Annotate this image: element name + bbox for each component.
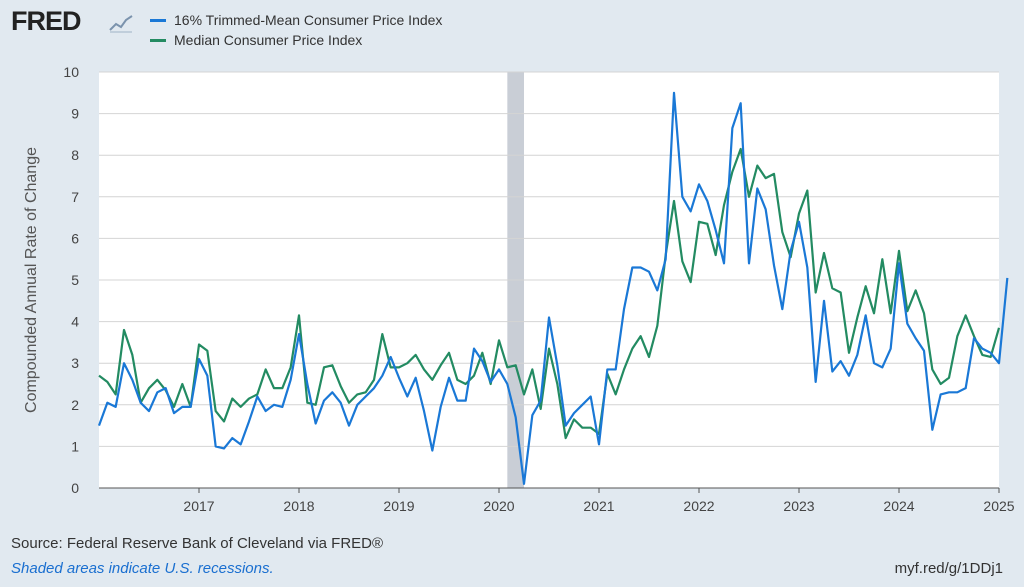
x-tick-label: 2025 [983,498,1014,514]
y-tick-label: 0 [71,480,79,496]
x-tick-label: 2021 [583,498,614,514]
y-axis-title: Compounded Annual Rate of Change [23,147,40,413]
cpi-line-chart: 0 1 2 3 4 5 6 7 8 9 10 2017 2018 2019 2020 2021 2022 2023… [23,64,1015,514]
chart-legend: 16% Trimmed-Mean Consumer Price Index Me… [150,10,442,50]
y-tick-label: 2 [71,397,79,413]
legend-swatch-trimmed-mean [150,18,166,22]
x-tick-label: 2017 [183,498,214,514]
y-tick-label: 5 [71,272,79,288]
legend-label-median: Median Consumer Price Index [174,32,363,48]
line-chart-icon [108,12,134,34]
fred-logo[interactable]: FRED [11,6,81,36]
x-tick-label: 2020 [483,498,514,514]
legend-swatch-median [150,38,166,42]
source-note: Source: Federal Reserve Bank of Clevelan… [11,535,384,552]
y-tick-label: 6 [71,230,79,246]
series-line-median[interactable] [98,147,1001,440]
legend-label-trimmed-mean: 16% Trimmed-Mean Consumer Price Index [174,12,443,28]
chart-header: FRED 16% Trimmed-Mean Consumer Price Ind… [0,0,1024,60]
x-tick-label: 2024 [883,498,914,514]
y-tick-label: 3 [71,355,79,371]
y-tick-label: 8 [71,147,79,163]
y-tick-label: 1 [71,438,79,454]
y-tick-label: 7 [71,189,79,205]
y-tick-label: 4 [71,314,79,330]
legend-item-trimmed-mean[interactable]: 16% Trimmed-Mean Consumer Price Index [150,10,442,30]
y-tick-label: 10 [63,64,79,80]
recession-note: Shaded areas indicate U.S. recessions. [11,560,274,577]
series-line-trimmed-mean[interactable] [97,91,1009,485]
y-tick-label: 9 [71,106,79,122]
short-link[interactable]: myf.red/g/1DDj1 [894,560,1003,577]
x-tick-label: 2019 [383,498,414,514]
x-tick-label: 2018 [283,498,314,514]
legend-item-median[interactable]: Median Consumer Price Index [150,30,442,50]
x-tick-label: 2022 [683,498,714,514]
x-tick-label: 2023 [783,498,814,514]
